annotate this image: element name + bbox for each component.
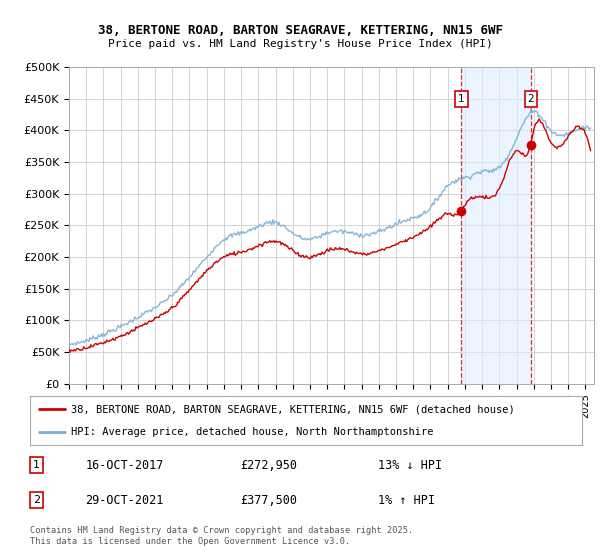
Text: 13% ↓ HPI: 13% ↓ HPI	[378, 459, 442, 472]
Text: 16-OCT-2017: 16-OCT-2017	[85, 459, 164, 472]
Text: £377,500: £377,500	[240, 493, 297, 507]
Text: 2: 2	[33, 495, 40, 505]
Text: HPI: Average price, detached house, North Northamptonshire: HPI: Average price, detached house, Nort…	[71, 427, 434, 437]
Text: 1% ↑ HPI: 1% ↑ HPI	[378, 493, 435, 507]
Text: 1: 1	[458, 94, 464, 104]
Text: 29-OCT-2021: 29-OCT-2021	[85, 493, 164, 507]
Text: Contains HM Land Registry data © Crown copyright and database right 2025.
This d: Contains HM Land Registry data © Crown c…	[30, 526, 413, 546]
Text: £272,950: £272,950	[240, 459, 297, 472]
Text: 38, BERTONE ROAD, BARTON SEAGRAVE, KETTERING, NN15 6WF (detached house): 38, BERTONE ROAD, BARTON SEAGRAVE, KETTE…	[71, 404, 515, 414]
Bar	[461, 67, 531, 384]
Text: 2: 2	[527, 94, 534, 104]
Text: 1: 1	[33, 460, 40, 470]
Text: 38, BERTONE ROAD, BARTON SEAGRAVE, KETTERING, NN15 6WF: 38, BERTONE ROAD, BARTON SEAGRAVE, KETTE…	[97, 24, 503, 36]
Text: Price paid vs. HM Land Registry's House Price Index (HPI): Price paid vs. HM Land Registry's House …	[107, 39, 493, 49]
